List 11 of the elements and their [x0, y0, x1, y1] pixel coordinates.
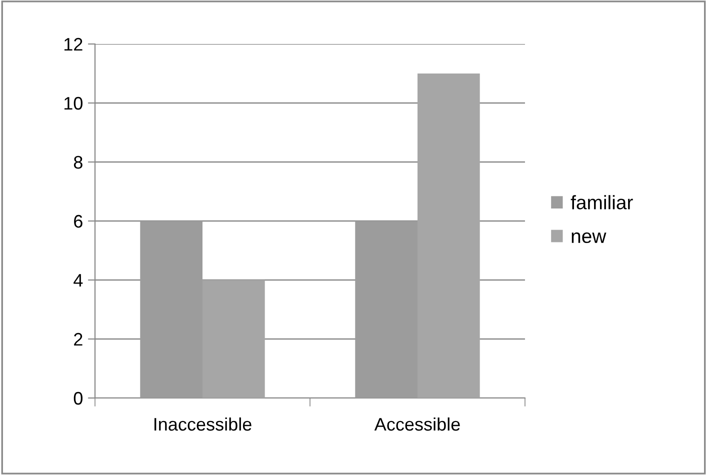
x-tick-label: Inaccessible: [154, 417, 252, 431]
x-tick-label: Accessible: [374, 417, 460, 431]
y-tick-label: 6: [74, 214, 82, 228]
legend-label: new: [572, 232, 606, 244]
y-tick-label: 8: [74, 156, 82, 169]
y-tick-label: 0: [74, 392, 82, 405]
y-tick-label: 12: [64, 38, 82, 51]
legend-label: familiar: [570, 195, 633, 210]
y-tick-label: 10: [64, 96, 82, 110]
y-tick-label: 4: [74, 274, 83, 287]
y-tick-label: 2: [74, 332, 82, 346]
